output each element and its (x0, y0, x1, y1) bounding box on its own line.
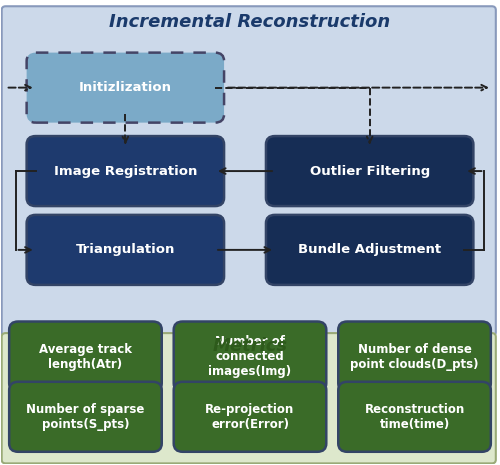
FancyBboxPatch shape (2, 333, 496, 464)
FancyBboxPatch shape (174, 321, 326, 392)
FancyBboxPatch shape (9, 321, 162, 392)
FancyBboxPatch shape (26, 53, 224, 123)
Text: Bundle Adjustment: Bundle Adjustment (298, 243, 441, 256)
Text: Triangulation: Triangulation (76, 243, 175, 256)
FancyBboxPatch shape (338, 321, 491, 392)
Text: Initizlization: Initizlization (79, 81, 172, 94)
Text: Incremental Reconstruction: Incremental Reconstruction (110, 13, 390, 31)
Text: Number of
connected
images(Img): Number of connected images(Img) (208, 335, 292, 378)
FancyBboxPatch shape (266, 215, 474, 285)
FancyBboxPatch shape (26, 215, 224, 285)
Text: Outlier Filtering: Outlier Filtering (310, 165, 430, 178)
Text: Metrics: Metrics (212, 337, 288, 355)
FancyBboxPatch shape (174, 382, 326, 452)
FancyBboxPatch shape (26, 136, 224, 206)
Text: Image Registration: Image Registration (54, 165, 197, 178)
Text: Re-projection
error(Error): Re-projection error(Error) (206, 403, 294, 431)
Text: Number of sparse
points(S_pts): Number of sparse points(S_pts) (26, 403, 144, 431)
FancyBboxPatch shape (2, 6, 496, 336)
FancyBboxPatch shape (338, 382, 491, 452)
Text: Average track
length(Atr): Average track length(Atr) (39, 343, 132, 371)
FancyBboxPatch shape (9, 382, 162, 452)
Text: Number of dense
point clouds(D_pts): Number of dense point clouds(D_pts) (350, 343, 479, 371)
FancyBboxPatch shape (266, 136, 474, 206)
Text: Reconstruction
time(time): Reconstruction time(time) (364, 403, 464, 431)
